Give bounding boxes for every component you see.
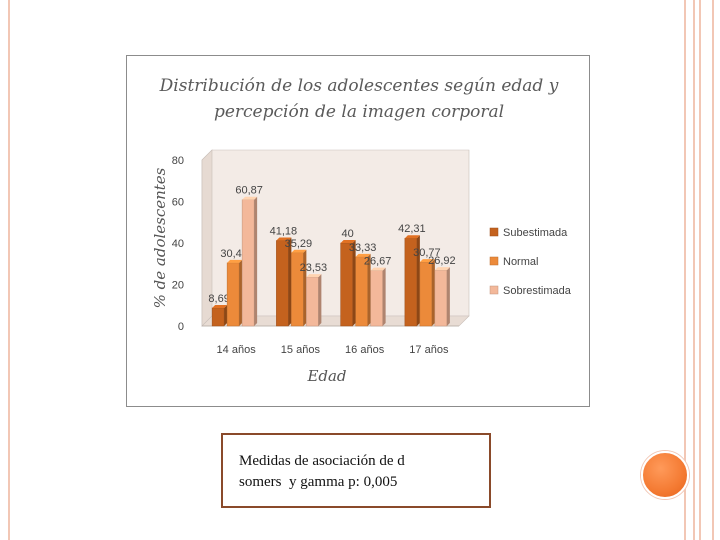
data-label: 26,92 (428, 255, 456, 267)
data-label: 30,77 (413, 247, 441, 259)
bar-normal-4 (419, 261, 433, 327)
bar-top (355, 253, 371, 257)
chart-title-line-2: percepción de la imagen corporal (214, 102, 504, 122)
data-label: 35,29 (285, 238, 313, 250)
right-stripe-1 (693, 0, 695, 540)
bar-top (370, 267, 386, 271)
bar-subestimada-3 (340, 242, 353, 327)
legend-label-sobrestimada: Sobrestimada (503, 285, 572, 297)
bar-side (352, 240, 356, 326)
bar-side (288, 237, 292, 326)
y-tick-label: 0 (178, 321, 184, 333)
legend-swatch-sobrestimada (489, 285, 499, 295)
bar-side (254, 196, 258, 326)
bar-subestimada-2 (276, 240, 289, 327)
bar-side (446, 267, 450, 326)
note-line-2: somers y gamma p: 0,005 (239, 474, 398, 490)
x-tick-label: 16 años (345, 344, 385, 356)
data-label: 23,53 (300, 262, 328, 274)
y-tick-label: 40 (172, 238, 184, 250)
legend-swatch-normal (489, 256, 499, 266)
bar-subestimada-1 (211, 307, 225, 327)
data-label: 30,43 (220, 248, 248, 260)
data-label: 33,33 (349, 242, 377, 254)
bar-side (303, 249, 307, 326)
orange-circle-decoration (641, 451, 689, 499)
data-label: 8,69 (208, 293, 229, 305)
bar-side (318, 274, 322, 326)
data-label: 41,18 (270, 226, 298, 238)
bar-chart: Distribución de los adolescentes según e… (151, 76, 572, 385)
bar-top (227, 259, 243, 263)
bar-side (239, 259, 243, 326)
legend-label-normal: Normal (503, 256, 538, 268)
data-label: 26,67 (364, 256, 392, 268)
legend-label-subestimada: Subestimada (503, 227, 568, 239)
bar-top (212, 304, 228, 308)
x-tick-label: 14 años (217, 344, 257, 356)
y-tick-label: 60 (172, 197, 184, 209)
chart-frame: Distribución de los adolescentes según e… (126, 55, 590, 407)
chart-title-line-1: Distribución de los adolescentes según e… (159, 76, 559, 96)
bar-top (434, 267, 450, 271)
y-axis-label: % de adolescentes (151, 167, 169, 308)
bar-side (382, 267, 386, 326)
bar-sobrestimada-3 (370, 270, 383, 327)
legend-swatch-subestimada (489, 227, 499, 237)
bar-normal-1 (226, 262, 240, 327)
bar-sobrestimada-2 (306, 276, 319, 327)
y-tick-label: 80 (172, 155, 184, 167)
x-tick-label: 17 años (409, 344, 449, 356)
right-stripe-2 (699, 0, 701, 540)
data-label: 40 (342, 228, 354, 240)
bar-side (367, 253, 371, 326)
bar-side (224, 304, 228, 326)
bar-sobrestimada-4 (434, 269, 448, 327)
bar-top (242, 196, 258, 200)
data-label: 42,31 (398, 223, 426, 235)
right-stripe-3 (712, 0, 714, 540)
bar-sobrestimada-1 (241, 199, 255, 327)
x-axis-label: Edad (306, 367, 346, 385)
bar-top (276, 237, 292, 241)
bar-top (291, 249, 307, 253)
slide-border (8, 0, 686, 540)
note-line-1: Medidas de asociación de d (239, 453, 405, 469)
bar-side (431, 259, 435, 326)
bar-side (416, 235, 420, 326)
bar-top (340, 240, 356, 243)
y-tick-label: 20 (172, 280, 184, 292)
bar-top (404, 235, 420, 239)
bar-top (419, 259, 435, 263)
x-tick-label: 15 años (281, 344, 321, 356)
association-note: Medidas de asociación de d somers y gamm… (221, 433, 491, 508)
bar-top (306, 274, 322, 278)
data-label: 60,87 (235, 185, 263, 197)
